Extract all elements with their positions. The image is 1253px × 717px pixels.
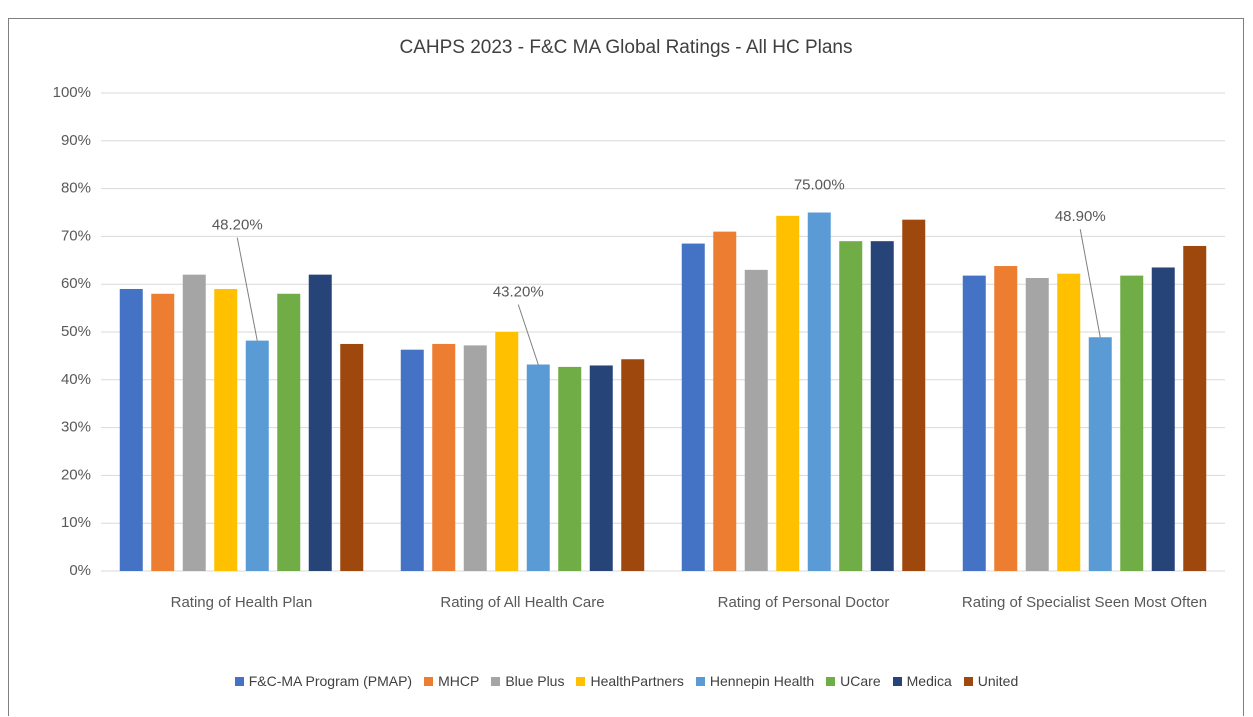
chart-frame — [8, 18, 1244, 716]
y-tick-label: 20% — [61, 466, 91, 483]
y-tick-label: 100% — [53, 84, 91, 101]
legend-label: HealthPartners — [590, 673, 684, 689]
bar — [308, 274, 332, 571]
y-tick-label: 50% — [61, 323, 91, 340]
legend-label: Blue Plus — [505, 673, 565, 689]
bar — [839, 241, 863, 571]
bar — [495, 332, 519, 571]
legend-item: Hennepin Health — [695, 673, 815, 689]
legend-swatch — [576, 676, 586, 686]
legend-swatch — [695, 676, 705, 686]
y-tick-label: 0% — [69, 562, 91, 579]
legend-swatch — [234, 676, 244, 686]
legend-label: MHCP — [438, 673, 480, 689]
legend-label: United — [977, 673, 1019, 689]
legend-item: Medica — [892, 673, 952, 689]
bar — [902, 219, 926, 572]
legend: F&C-MA Program (PMAP) MHCP Blue Plus Health… — [0, 673, 1253, 689]
y-tick-label: 90% — [61, 132, 91, 149]
bar — [1057, 273, 1081, 571]
bar — [870, 241, 894, 571]
bar — [589, 365, 613, 571]
y-tick-label: 70% — [61, 227, 91, 244]
legend-item: MHCP — [424, 673, 479, 689]
bar — [526, 364, 550, 571]
bar — [1120, 275, 1144, 571]
bar — [621, 359, 645, 571]
data-label: 43.20% — [493, 283, 544, 300]
bar — [432, 343, 456, 571]
data-label: 48.90% — [1055, 208, 1106, 225]
legend-swatch — [892, 676, 902, 686]
bar — [151, 293, 175, 571]
bar — [962, 275, 986, 571]
y-tick-label: 10% — [61, 514, 91, 531]
bar — [182, 274, 206, 571]
y-tick-label: 60% — [61, 275, 91, 292]
bar — [807, 212, 831, 571]
bar — [340, 343, 364, 571]
y-tick-label: 80% — [61, 180, 91, 197]
bar — [744, 269, 768, 571]
x-tick-label: Rating of Specialist Seen Most Often — [961, 594, 1208, 611]
legend-label: Medica — [906, 673, 952, 689]
leader-line — [236, 237, 258, 341]
legend-label: Hennepin Health — [709, 673, 815, 689]
legend-swatch — [826, 676, 836, 686]
bar — [1088, 337, 1112, 571]
bar — [1183, 245, 1207, 571]
legend-swatch — [963, 676, 973, 686]
bar — [681, 243, 705, 571]
bar — [713, 231, 737, 571]
y-tick-label: 30% — [61, 419, 91, 436]
x-tick-label: Rating of Health Plan — [170, 594, 313, 611]
data-label: 75.00% — [794, 176, 845, 193]
bar — [463, 345, 487, 571]
legend-swatch — [424, 676, 434, 686]
chart-title: CAHPS 2023 - F&C MA Global Ratings - All… — [399, 37, 852, 58]
legend-item: United — [963, 673, 1019, 689]
x-tick-label: Rating of All Health Care — [440, 594, 605, 611]
bar — [245, 340, 269, 571]
legend-item: HealthPartners — [576, 673, 684, 689]
bar — [994, 266, 1018, 571]
bar — [277, 293, 301, 571]
bar — [1151, 267, 1175, 571]
legend-item: UCare — [826, 673, 881, 689]
legend-swatch — [491, 676, 501, 686]
legend-item: F&C-MA Program (PMAP) — [234, 673, 413, 689]
legend-label: UCare — [840, 673, 881, 689]
bar — [558, 366, 582, 571]
bar — [119, 288, 143, 571]
bar — [400, 349, 424, 571]
bar — [776, 215, 800, 571]
legend-label: F&C-MA Program (PMAP) — [248, 673, 413, 689]
leader-line — [517, 304, 539, 365]
bar — [1025, 277, 1049, 571]
data-label: 48.20% — [212, 217, 263, 234]
y-tick-label: 40% — [61, 371, 91, 388]
x-tick-label: Rating of Personal Doctor — [717, 594, 890, 611]
legend-item: Blue Plus — [491, 673, 564, 689]
bar — [214, 288, 238, 571]
leader-line — [1079, 229, 1101, 338]
